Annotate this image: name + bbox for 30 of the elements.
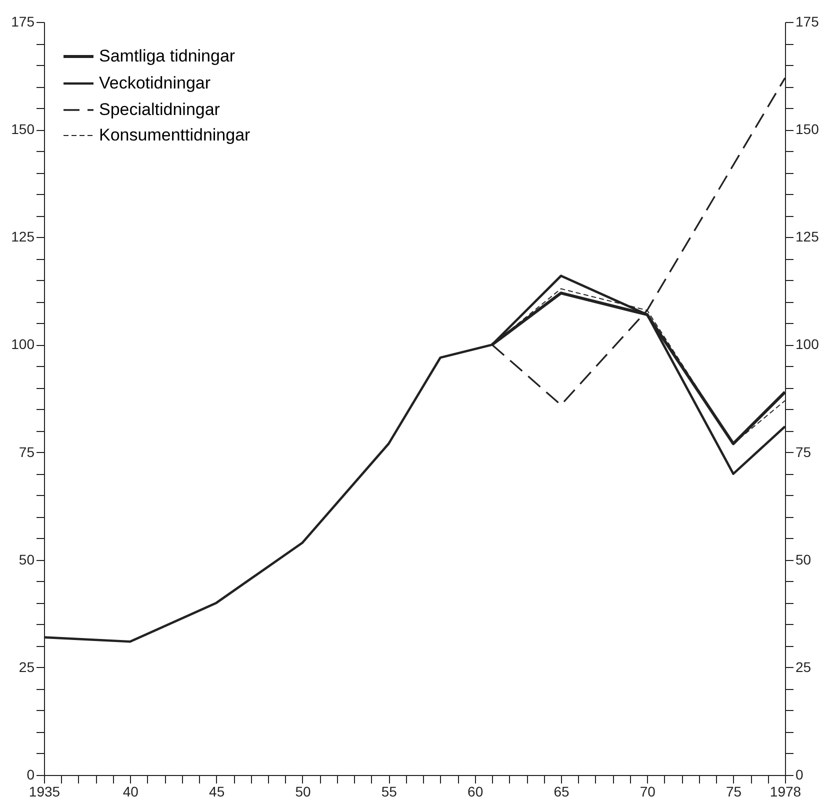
- y2-tick-label: 175: [796, 14, 820, 30]
- x-tick-label: 60: [468, 784, 484, 800]
- x-tick-label: 75: [726, 784, 742, 800]
- y-tick-label: 0: [26, 766, 35, 782]
- y2-tick-label: 75: [796, 444, 812, 460]
- y2-tick-label: 50: [796, 551, 812, 568]
- y2-tick-label: 25: [796, 658, 812, 675]
- x-tick-label: 1935: [28, 784, 60, 800]
- x-tick-label: 1978: [770, 784, 802, 800]
- y-tick-label: 125: [11, 228, 35, 245]
- y2-tick-label: 0: [796, 766, 804, 782]
- y-tick-label: 25: [18, 658, 35, 675]
- y-tick-label: 75: [18, 444, 35, 460]
- y2-tick-label: 150: [796, 121, 820, 138]
- legend-label: Konsumenttidningar: [99, 126, 251, 144]
- x-tick-label: 65: [554, 784, 570, 800]
- x-tick-label: 40: [122, 784, 139, 800]
- x-tick-label: 55: [381, 784, 398, 800]
- y2-tick-label: 100: [796, 336, 820, 352]
- x-tick-label: 45: [209, 784, 225, 800]
- y-tick-label: 175: [11, 14, 35, 30]
- y-tick-label: 150: [11, 121, 35, 138]
- legend-label: Samtliga tidningar: [99, 46, 236, 66]
- y-tick-label: 100: [11, 336, 35, 352]
- x-tick-label: 70: [640, 784, 656, 800]
- x-tick-label: 50: [295, 784, 311, 800]
- legend-label: Specialtidningar: [99, 100, 220, 119]
- y2-tick-label: 125: [796, 228, 820, 245]
- legend-label: Veckotidningar: [99, 74, 211, 92]
- y-tick-label: 50: [18, 551, 35, 568]
